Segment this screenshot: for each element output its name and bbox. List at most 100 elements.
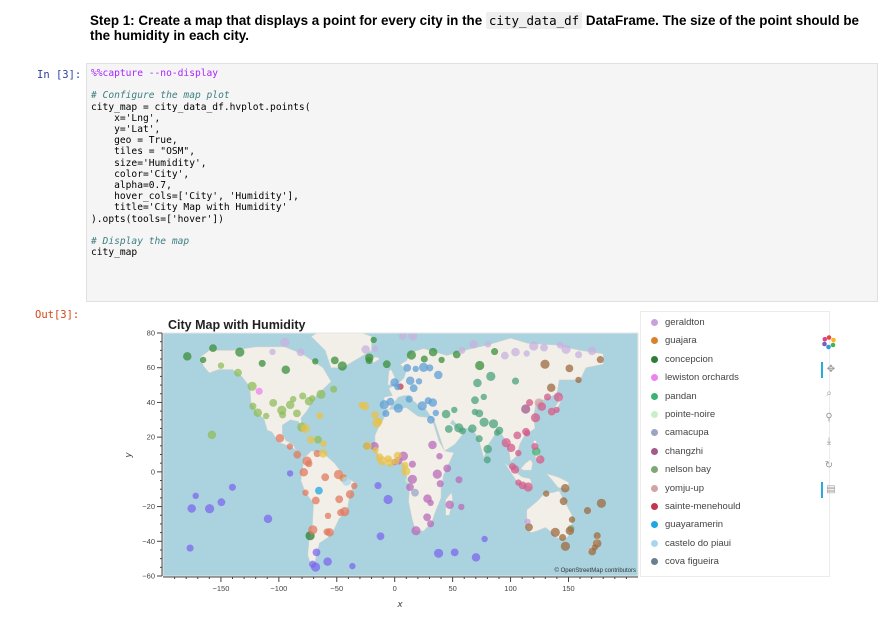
city-point[interactable] (575, 376, 582, 384)
city-point[interactable] (526, 399, 534, 407)
city-point[interactable] (293, 450, 302, 459)
city-point[interactable] (406, 483, 414, 491)
city-point[interactable] (511, 347, 520, 357)
city-point[interactable] (386, 397, 395, 406)
city-point[interactable] (296, 348, 305, 357)
city-point[interactable] (286, 443, 294, 450)
city-point[interactable] (371, 411, 379, 419)
city-point[interactable] (559, 533, 567, 542)
city-point[interactable] (192, 492, 199, 499)
city-point[interactable] (385, 458, 395, 467)
city-point[interactable] (510, 465, 520, 474)
city-point[interactable] (269, 348, 276, 356)
city-point[interactable] (522, 427, 530, 436)
city-point[interactable] (458, 427, 466, 435)
city-point[interactable] (217, 498, 226, 507)
city-point[interactable] (468, 424, 477, 433)
city-point[interactable] (575, 351, 583, 359)
city-point[interactable] (308, 525, 318, 535)
city-point[interactable] (511, 377, 520, 385)
city-point[interactable] (253, 408, 263, 417)
city-point[interactable] (480, 393, 487, 401)
city-point[interactable] (481, 535, 488, 543)
city-point[interactable] (561, 344, 571, 354)
city-point[interactable] (341, 476, 352, 486)
city-point[interactable] (401, 466, 411, 476)
city-point[interactable] (330, 385, 338, 393)
city-point[interactable] (591, 544, 598, 551)
city-point[interactable] (339, 474, 348, 482)
city-point[interactable] (428, 398, 438, 407)
legend-item[interactable]: changzhi (651, 446, 703, 457)
city-point[interactable] (592, 539, 602, 548)
city-point[interactable] (337, 361, 347, 371)
city-point[interactable] (299, 467, 309, 477)
city-point[interactable] (375, 418, 383, 426)
city-point[interactable] (207, 430, 217, 440)
city-point[interactable] (302, 456, 312, 466)
city-point[interactable] (302, 489, 309, 496)
city-point[interactable] (384, 455, 392, 463)
city-point[interactable] (390, 378, 399, 387)
legend-item[interactable]: sainte-menehould (651, 501, 741, 512)
city-point[interactable] (316, 412, 324, 420)
city-point[interactable] (304, 396, 314, 406)
city-point[interactable] (412, 365, 419, 373)
city-point[interactable] (403, 364, 412, 372)
city-point[interactable] (436, 453, 443, 460)
city-point[interactable] (420, 355, 428, 363)
city-point[interactable] (405, 395, 413, 403)
city-point[interactable] (361, 345, 370, 354)
city-point[interactable] (443, 464, 452, 473)
city-point[interactable] (309, 560, 317, 568)
city-point[interactable] (427, 415, 435, 424)
city-point[interactable] (488, 419, 499, 429)
reset-icon[interactable]: ↻ (824, 460, 834, 471)
city-point[interactable] (311, 562, 321, 572)
city-point[interactable] (483, 456, 491, 464)
city-point[interactable] (596, 498, 607, 508)
city-point[interactable] (483, 444, 492, 454)
city-point[interactable] (409, 384, 418, 393)
city-point[interactable] (529, 341, 539, 351)
legend-item[interactable]: guayaramerin (651, 519, 723, 530)
city-point[interactable] (587, 346, 597, 356)
city-point[interactable] (280, 337, 290, 347)
city-point[interactable] (382, 409, 390, 418)
city-point[interactable] (394, 456, 403, 465)
city-point[interactable] (401, 461, 409, 469)
city-point[interactable] (419, 362, 429, 372)
city-point[interactable] (349, 562, 356, 570)
city-point[interactable] (428, 347, 438, 357)
city-point[interactable] (365, 357, 373, 365)
city-point[interactable] (508, 462, 517, 471)
city-point[interactable] (423, 494, 432, 503)
city-point[interactable] (451, 406, 458, 414)
city-point[interactable] (525, 523, 533, 532)
pan-icon[interactable]: ✥ (821, 362, 839, 378)
city-point[interactable] (330, 356, 339, 365)
legend-item[interactable]: pandan (651, 391, 697, 402)
city-point[interactable] (405, 376, 415, 385)
city-point[interactable] (524, 518, 531, 525)
city-point[interactable] (493, 429, 501, 436)
city-point[interactable] (428, 440, 437, 450)
city-point[interactable] (515, 479, 522, 486)
city-point[interactable] (523, 350, 530, 357)
city-point[interactable] (312, 548, 321, 557)
city-point[interactable] (325, 528, 334, 537)
city-point[interactable] (397, 383, 404, 390)
city-point[interactable] (393, 451, 402, 460)
city-point[interactable] (370, 336, 377, 344)
city-point[interactable] (300, 423, 310, 434)
city-point[interactable] (427, 520, 435, 528)
city-point[interactable] (475, 360, 485, 371)
city-point[interactable] (320, 440, 327, 447)
city-point[interactable] (398, 451, 408, 461)
city-point[interactable] (186, 544, 194, 552)
city-point[interactable] (444, 425, 453, 433)
city-point[interactable] (515, 449, 522, 457)
city-point[interactable] (333, 469, 344, 480)
city-point[interactable] (423, 513, 431, 522)
city-point[interactable] (360, 402, 370, 411)
